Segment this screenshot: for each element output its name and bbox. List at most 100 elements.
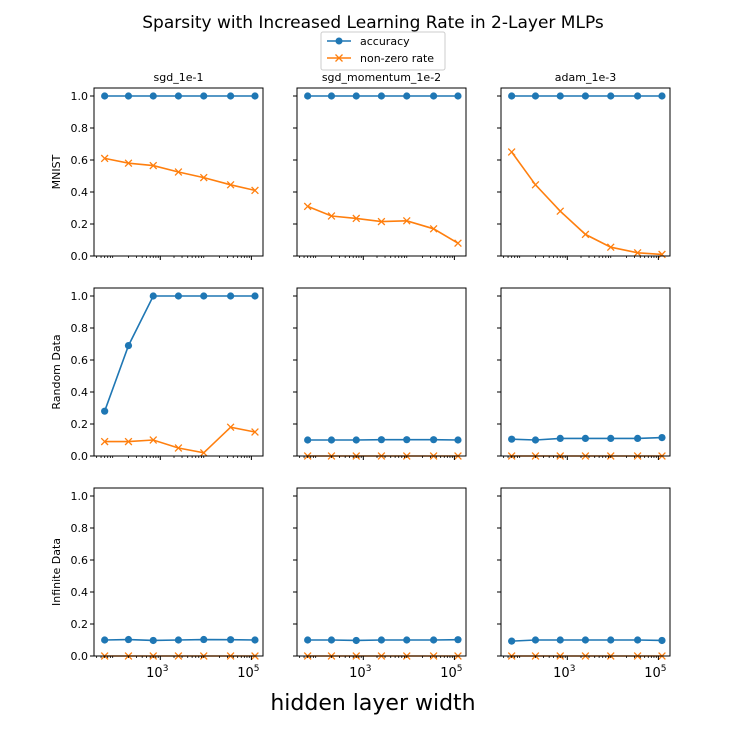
panel-frame	[93, 87, 264, 257]
non-zero-rate-point-2	[352, 214, 361, 223]
non-zero-rate-point-0	[100, 437, 109, 446]
panel-grid: 0.0 0.2 0.4 0.6 0.8 1.0 sgd_1e-1 MNIST sgd_momen…	[50, 71, 671, 681]
accuracy-point-5	[227, 92, 235, 100]
row-label-0: MNIST	[50, 154, 63, 189]
non-zero-rate-point-0	[303, 202, 312, 211]
y-tick-label: 0.4	[71, 186, 89, 199]
non-zero-rate-point-1	[124, 159, 133, 168]
accuracy-point-0	[304, 636, 312, 644]
panel-0-0: 0.0 0.2 0.4 0.6 0.8 1.0 sgd_1e-1 MNIST	[50, 71, 264, 263]
legend-nonzero-label: non-zero rate	[360, 52, 434, 65]
accuracy-point-6	[658, 636, 666, 645]
non-zero-rate-point-2	[149, 161, 158, 170]
y-tick-label: 0.8	[71, 122, 89, 135]
accuracy-point-0	[101, 92, 109, 100]
accuracy-point-2	[556, 636, 564, 644]
accuracy-point-6	[454, 636, 462, 644]
panel-frame	[296, 87, 467, 257]
panel-frame	[296, 287, 467, 457]
accuracy-point-1	[531, 436, 540, 444]
x-axis-label: hidden layer width	[270, 691, 475, 716]
accuracy-point-3	[174, 636, 183, 644]
non-zero-rate-point-0	[507, 148, 516, 156]
y-tick-label: 0.6	[71, 154, 89, 167]
y-tick-label: 0.8	[71, 522, 89, 535]
non-zero-rate-point-5	[226, 423, 235, 432]
accuracy-point-1	[327, 636, 336, 644]
column-title-1: sgd_momentum_1e-2	[322, 71, 441, 84]
accuracy-point-1	[531, 636, 540, 644]
non-zero-rate-point-0	[100, 154, 109, 163]
panel-1-2	[497, 287, 671, 460]
non-zero-rate-point-6	[658, 250, 666, 259]
accuracy-point-3	[581, 434, 590, 442]
accuracy-point-4	[403, 436, 411, 444]
non-zero-rate-point-5	[633, 248, 642, 257]
non-zero-rate-point-6	[454, 239, 462, 248]
accuracy-point-2	[352, 636, 360, 645]
y-tick-label: 0.2	[71, 418, 89, 431]
column-title-0: sgd_1e-1	[154, 71, 204, 84]
accuracy-point-6	[658, 434, 666, 442]
non-zero-rate-point-4	[199, 448, 208, 457]
y-tick-label: 0.6	[71, 554, 89, 567]
non-zero-rate-point-1	[124, 437, 133, 446]
panel-1-1	[293, 287, 467, 460]
non-zero-rate-point-4	[402, 216, 411, 225]
figure-title: Sparsity with Increased Learning Rate in…	[142, 13, 604, 33]
x-tick-label: 105	[440, 664, 462, 681]
panel-0-2: adam_1e-3	[497, 71, 671, 260]
accuracy-point-2	[149, 92, 157, 100]
y-tick-label: 1.0	[71, 90, 89, 103]
accuracy-line	[103, 295, 255, 412]
row-label-1: Random Data	[50, 334, 63, 409]
accuracy-point-1	[124, 342, 133, 350]
accuracy-point-3	[174, 292, 183, 300]
panel-1-0: 0.0 0.2 0.4 0.6 0.8 1.0 Random Data	[50, 287, 264, 463]
accuracy-point-4	[403, 92, 411, 100]
y-tick-label: 0.4	[71, 386, 89, 399]
accuracy-point-5	[227, 636, 235, 644]
legend-frame	[320, 31, 446, 71]
x-tick-label: 105	[644, 664, 666, 681]
non-zero-rate-point-3	[174, 444, 183, 452]
accuracy-point-4	[403, 636, 411, 644]
legend: accuracy non-zero rate	[320, 31, 446, 71]
accuracy-point-1	[531, 92, 540, 100]
y-tick-label: 0.4	[71, 586, 89, 599]
accuracy-point-1	[327, 92, 336, 100]
legend-accuracy-marker	[335, 37, 343, 45]
accuracy-point-5	[634, 92, 642, 100]
y-tick-label: 0.0	[71, 650, 89, 663]
accuracy-point-4	[200, 635, 208, 644]
accuracy-point-0	[508, 435, 516, 443]
accuracy-point-3	[377, 92, 386, 100]
panel-frame	[93, 287, 264, 457]
accuracy-point-4	[200, 92, 208, 100]
accuracy-point-0	[508, 637, 516, 645]
non-zero-rate-point-3	[377, 217, 386, 226]
accuracy-point-6	[454, 436, 462, 444]
accuracy-point-2	[556, 92, 564, 100]
non-zero-rate-point-4	[199, 173, 208, 182]
accuracy-point-2	[352, 92, 360, 100]
non-zero-rate-point-4	[606, 243, 615, 252]
accuracy-point-0	[101, 407, 109, 415]
non-zero-rate-point-6	[251, 186, 259, 195]
accuracy-point-3	[581, 636, 590, 644]
accuracy-point-5	[430, 436, 438, 444]
accuracy-point-3	[377, 636, 386, 644]
y-tick-label: 0.6	[71, 354, 89, 367]
accuracy-point-3	[581, 92, 590, 100]
x-tick-label: 103	[553, 664, 575, 681]
accuracy-point-4	[200, 292, 208, 300]
panel-frame	[93, 487, 264, 657]
accuracy-point-6	[454, 92, 462, 100]
accuracy-point-6	[658, 92, 666, 100]
non-zero-rate-line	[307, 205, 459, 244]
accuracy-point-5	[634, 434, 642, 442]
accuracy-point-1	[124, 635, 133, 644]
panel-frame	[296, 487, 467, 657]
y-tick-label: 1.0	[71, 490, 89, 503]
non-zero-rate-line	[511, 151, 663, 256]
